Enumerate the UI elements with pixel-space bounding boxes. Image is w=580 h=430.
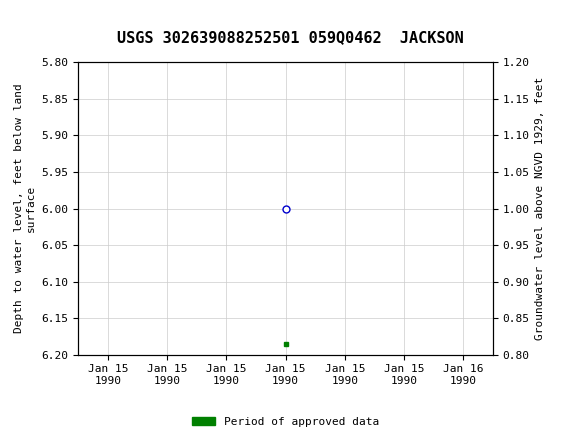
Text: █░
USGS: █░ USGS (4, 12, 21, 28)
Legend: Period of approved data: Period of approved data (188, 412, 383, 430)
Y-axis label: Depth to water level, feet below land
surface: Depth to water level, feet below land su… (14, 84, 36, 333)
Text: USGS: USGS (3, 11, 60, 26)
Bar (3, 4, 58, 37)
Y-axis label: Groundwater level above NGVD 1929, feet: Groundwater level above NGVD 1929, feet (535, 77, 545, 340)
Text: USGS 302639088252501 059Q0462  JACKSON: USGS 302639088252501 059Q0462 JACKSON (117, 30, 463, 45)
